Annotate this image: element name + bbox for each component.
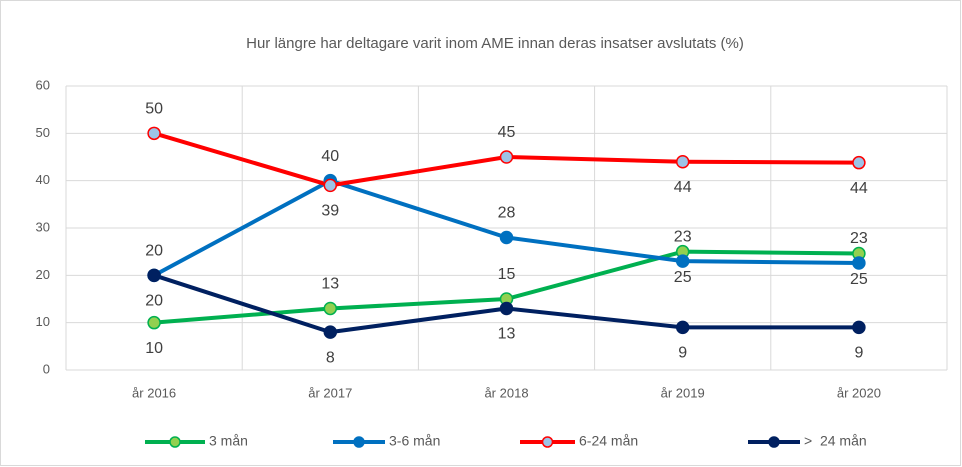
legend-marker [768,436,780,448]
y-tick-label: 20 [36,267,50,282]
marker [852,256,866,270]
y-tick-label: 60 [36,77,50,92]
x-tick-label: år 2018 [484,385,528,400]
marker [147,126,161,141]
marker [499,301,514,316]
marker [147,315,161,330]
data-label: 45 [498,124,516,141]
marker [675,320,690,335]
data-label: 8 [326,349,335,366]
data-label: 13 [321,276,339,293]
y-tick-label: 0 [43,361,50,376]
marker [147,268,161,283]
marker [323,325,338,339]
marker [499,230,514,245]
y-tick-label: 10 [36,314,50,329]
data-label: 25 [674,269,692,286]
y-tick-label: 50 [36,125,50,140]
data-label: 13 [498,326,516,343]
data-label: 15 [498,266,516,283]
data-label: 20 [145,243,163,260]
data-label: 9 [854,345,863,362]
marker [323,301,338,316]
legend-label: > 24 mån [804,433,867,449]
x-tick-label: år 2020 [837,385,881,400]
data-label: 25 [850,271,868,288]
data-label: 40 [321,148,339,165]
y-tick-label: 30 [36,219,50,234]
legend-label: 3 mån [209,433,248,449]
marker [852,155,866,170]
x-tick-label: år 2017 [308,385,352,400]
legend-marker [541,436,554,448]
data-label: 23 [850,230,868,247]
data-label: 9 [678,345,687,362]
legend-marker [169,436,181,448]
marker [852,320,866,335]
legend-marker [353,436,365,448]
data-label: 44 [674,179,692,196]
data-label: 39 [321,203,339,220]
data-label: 23 [674,228,692,245]
data-label: 50 [145,101,163,118]
marker [499,150,514,164]
data-label: 28 [498,205,516,222]
x-tick-label: år 2019 [661,385,705,400]
data-label: 10 [145,340,163,357]
y-tick-label: 40 [36,172,50,187]
chart-title: Hur längre har deltagare varit inom AME … [246,35,744,52]
marker [323,178,338,193]
data-label: 44 [850,180,868,197]
marker [675,154,690,169]
legend-label: 6-24 mån [579,433,638,449]
marker [675,254,690,268]
legend-label: 3-6 mån [389,433,440,449]
data-label: 20 [145,293,163,310]
x-tick-label: år 2016 [132,385,176,400]
